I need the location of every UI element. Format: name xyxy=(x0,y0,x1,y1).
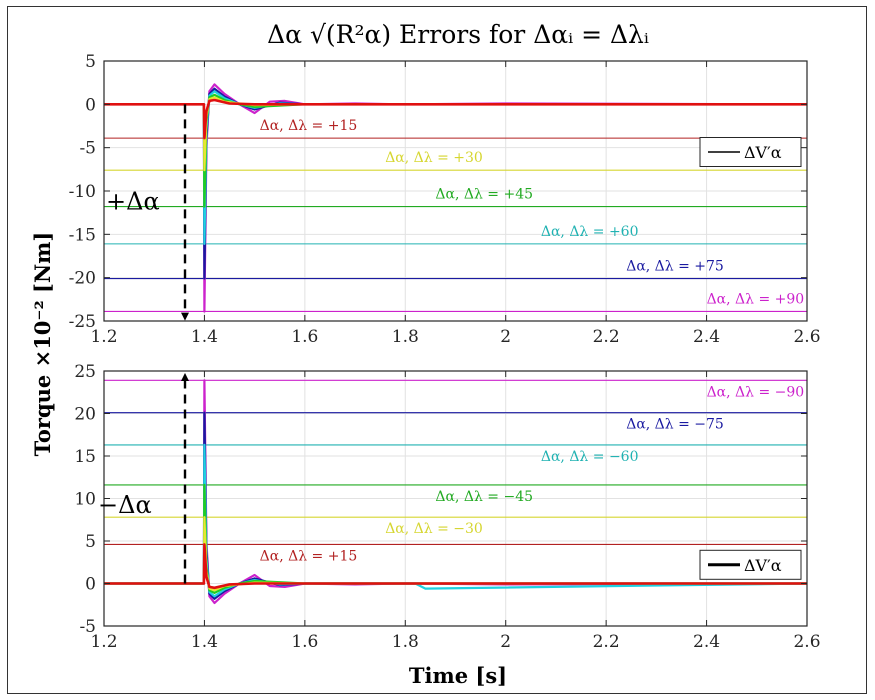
y-tick-label: 25 xyxy=(74,362,96,382)
reference-label: Δα, Δλ = +60 xyxy=(541,224,639,240)
chart-svg: Δα √(R²α) Errors for Δαᵢ = Δλᵢ Torque ×10… xyxy=(30,20,821,688)
reference-label: Δα, Δλ = −75 xyxy=(626,417,724,433)
reference-label: Δα, Δλ = −45 xyxy=(435,489,533,505)
reference-label: Δα, Δλ = +15 xyxy=(260,118,358,134)
panel-2: Δα, Δλ = −90 Δα, Δλ = −75 Δα, Δλ = −60 Δα, … xyxy=(74,362,820,652)
reference-label: Δα, Δλ = +75 xyxy=(626,259,724,275)
x-tick-label: 1.4 xyxy=(191,327,218,347)
x-tick-label: 1.8 xyxy=(392,632,419,652)
series-line xyxy=(104,98,807,140)
x-tick-label: 2.2 xyxy=(593,327,620,347)
y-tick-label: -5 xyxy=(79,139,96,159)
x-tick-label: 2.2 xyxy=(593,632,620,652)
x-tick-label: 2.4 xyxy=(693,632,720,652)
legend: ΔV′α xyxy=(699,549,802,580)
step-annotation: +Δα xyxy=(106,188,160,216)
y-axis-label: Torque ×10⁻² [Nm] xyxy=(30,232,55,457)
x-tick-label: 1.6 xyxy=(291,327,318,347)
reference-label: Δα, Δλ = +30 xyxy=(385,150,483,166)
legend: ΔV′α xyxy=(699,137,802,167)
series-line xyxy=(104,543,807,590)
y-tick-label: -25 xyxy=(69,312,96,332)
legend-label: ΔV′α xyxy=(744,556,782,575)
y-tick-label: 0 xyxy=(85,95,96,115)
reference-label: Δα, Δλ = −60 xyxy=(541,449,639,465)
chart-title: Δα √(R²α) Errors for Δαᵢ = Δλᵢ xyxy=(267,20,649,49)
x-axis-label: Time [s] xyxy=(409,663,507,688)
panel-1: Δα, Δλ = +15 Δα, Δλ = +30 Δα, Δλ = +45 Δα, … xyxy=(69,52,821,347)
reference-label: Δα, Δλ = −90 xyxy=(707,384,805,400)
x-tick-label: 1.2 xyxy=(90,632,117,652)
x-tick-label: 1.6 xyxy=(291,632,318,652)
x-tick-label: 1.8 xyxy=(392,327,419,347)
x-tick-label: 2.6 xyxy=(793,327,820,347)
reference-label: Δα, Δλ = −30 xyxy=(385,521,483,537)
y-tick-label: -15 xyxy=(69,225,96,245)
x-tick-label: 1.4 xyxy=(191,632,218,652)
reference-label: Δα, Δλ = +45 xyxy=(435,187,533,203)
y-tick-label: 5 xyxy=(85,532,96,552)
legend-label: ΔV′α xyxy=(744,143,782,162)
step-annotation: −Δα xyxy=(98,491,152,519)
y-tick-label: -5 xyxy=(79,617,96,637)
y-tick-label: -20 xyxy=(69,269,96,289)
y-tick-label: 10 xyxy=(74,490,96,510)
y-tick-label: 0 xyxy=(85,575,96,595)
y-tick-label: 5 xyxy=(85,52,96,72)
y-tick-label: 15 xyxy=(74,447,96,467)
reference-label: Δα, Δλ = +15 xyxy=(260,548,358,564)
x-tick-label: 2.4 xyxy=(693,327,720,347)
x-tick-label: 2 xyxy=(500,327,511,347)
y-tick-label: -10 xyxy=(69,182,96,202)
figure-frame: Δα √(R²α) Errors for Δαᵢ = Δλᵢ Torque ×10… xyxy=(7,6,867,694)
y-tick-label: 20 xyxy=(74,405,96,425)
x-tick-label: 2 xyxy=(500,632,511,652)
reference-label: Δα, Δλ = +90 xyxy=(707,291,805,307)
x-tick-label: 1.2 xyxy=(90,327,117,347)
x-tick-label: 2.6 xyxy=(793,632,820,652)
series-line xyxy=(104,93,807,208)
